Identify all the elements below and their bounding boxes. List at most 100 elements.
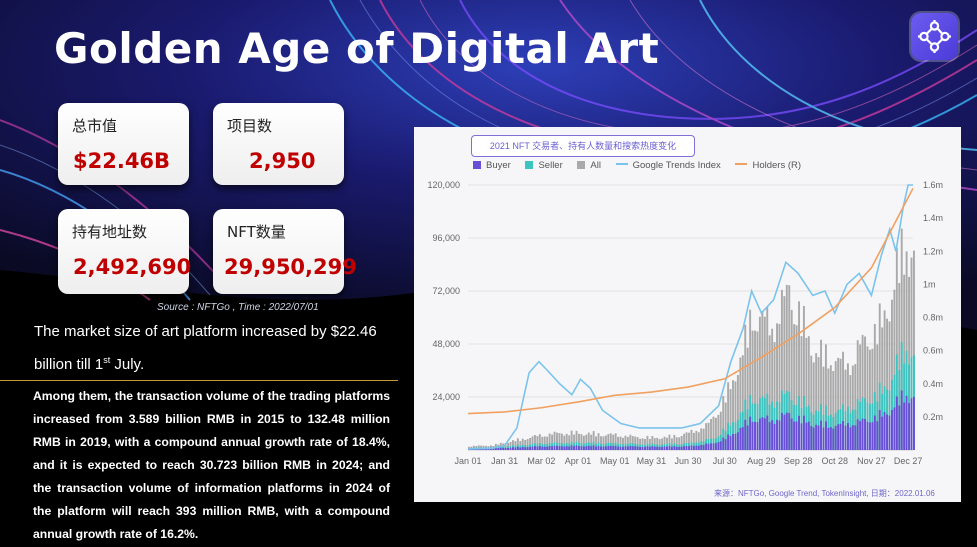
bar-buyer <box>805 422 808 450</box>
bar-all <box>900 228 903 450</box>
bar-buyer <box>898 405 901 450</box>
bar-all <box>548 433 551 450</box>
legend-item-all: All <box>577 160 601 171</box>
bar-buyer <box>798 415 800 450</box>
bar-buyer <box>546 446 549 450</box>
page-title: Golden Age of Digital Art <box>54 24 660 73</box>
bar-buyer <box>580 446 583 450</box>
bar-all <box>666 437 668 450</box>
bar-buyer <box>600 446 602 450</box>
legend-label: Buyer <box>486 160 511 171</box>
bar-all <box>788 285 791 450</box>
bar-all <box>644 439 646 450</box>
bar-all <box>722 396 725 450</box>
legend-item-google-trends: Google Trends Index <box>615 160 721 171</box>
bar-all <box>739 357 742 450</box>
legend-item-holders: Holders (R) <box>735 160 801 171</box>
x-tick-label: May 31 <box>637 456 667 466</box>
bar-all <box>602 436 605 450</box>
bar-all <box>763 316 766 450</box>
bar-all <box>661 438 664 450</box>
bar-all <box>824 344 827 450</box>
bar-buyer <box>739 427 742 450</box>
bar-buyer <box>866 421 869 450</box>
bar-all <box>805 337 808 450</box>
bar-buyer <box>651 446 654 450</box>
bar-all <box>551 434 554 450</box>
bar-buyer <box>507 447 510 450</box>
bar-buyer <box>673 446 676 450</box>
bar-buyer <box>758 418 761 450</box>
stat-value: 2,492,690 <box>73 255 192 279</box>
bar-all <box>834 361 837 450</box>
bar-all <box>560 433 563 450</box>
bar-all <box>712 416 715 450</box>
bar-all <box>595 436 598 450</box>
bar-buyer <box>685 445 688 450</box>
bar-buyer <box>910 398 913 450</box>
bar-all <box>509 441 512 450</box>
bar-buyer <box>499 447 502 450</box>
bar-buyer <box>582 446 585 450</box>
line-google-trends <box>467 184 913 450</box>
bar-buyer <box>512 447 514 450</box>
bar-all <box>866 346 869 450</box>
bar-all <box>812 362 815 450</box>
bar-all <box>570 430 573 450</box>
bar-buyer <box>529 446 532 450</box>
bar-buyer <box>653 446 656 450</box>
bar-buyer <box>702 444 705 450</box>
bar-all <box>754 330 756 450</box>
bar-all <box>780 289 783 450</box>
bar-all <box>538 434 541 450</box>
bar-all <box>886 318 889 450</box>
bar-all <box>751 330 754 450</box>
bar-all <box>546 436 549 450</box>
bar-all <box>641 438 644 450</box>
bar-buyer <box>548 445 551 450</box>
bar-all <box>604 435 607 450</box>
bar-buyer <box>736 432 739 450</box>
bar-all <box>771 328 774 450</box>
bar-buyer <box>565 446 568 450</box>
bar-all <box>815 353 818 450</box>
bar-all <box>729 389 732 450</box>
bar-all <box>526 439 529 450</box>
bar-buyer <box>834 425 837 450</box>
bar-buyer <box>524 447 527 450</box>
y-tick-label-right: 1.2m <box>923 246 943 256</box>
bar-all <box>795 325 798 450</box>
bar-buyer <box>597 445 600 450</box>
bar-buyer <box>536 446 539 450</box>
x-tick-label: Apr 01 <box>565 456 592 466</box>
network-nodes-icon <box>911 13 958 60</box>
stat-label: 总市值 <box>72 117 118 135</box>
bar-buyer <box>795 421 798 450</box>
bar-buyer <box>893 407 896 450</box>
stat-label: NFT数量 <box>227 223 286 241</box>
bar-all <box>849 375 852 450</box>
bar-buyer <box>783 414 786 450</box>
bar-buyer <box>710 443 712 450</box>
bar-all <box>844 369 847 450</box>
bar-buyer <box>519 447 522 450</box>
stat-card-market-cap: 总市值 $22.46B <box>58 103 189 185</box>
bar-buyer <box>876 421 879 450</box>
legend-item-buyer: Buyer <box>473 160 511 171</box>
bar-buyer <box>714 443 717 450</box>
bar-all <box>648 438 651 450</box>
bar-buyer <box>776 419 778 450</box>
bar-buyer <box>697 445 700 450</box>
bar-buyer <box>790 418 793 450</box>
bar-all <box>746 347 749 450</box>
bar-all <box>653 438 656 450</box>
bar-buyer <box>780 412 783 450</box>
bar-all <box>883 310 886 450</box>
bar-all <box>846 363 849 450</box>
bar-buyer <box>614 445 617 450</box>
bar-buyer <box>619 446 622 450</box>
bar-all <box>736 375 739 450</box>
bar-all <box>820 339 822 450</box>
bar-buyer <box>680 446 683 450</box>
bar-buyer <box>656 446 659 450</box>
